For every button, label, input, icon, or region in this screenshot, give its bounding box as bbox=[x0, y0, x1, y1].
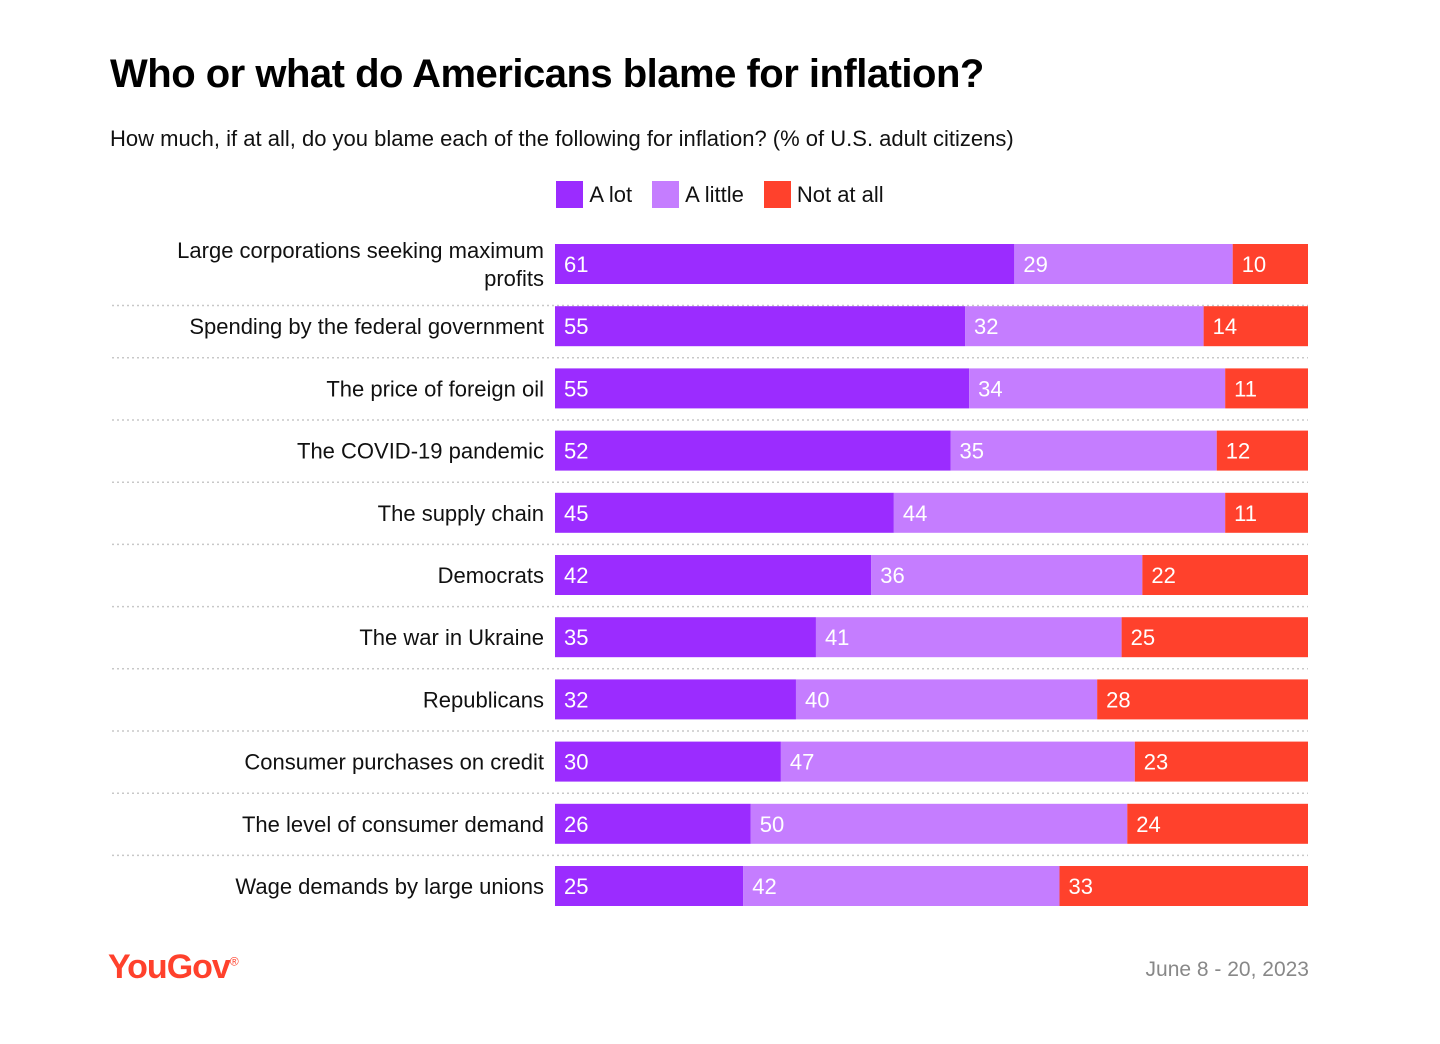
value-label-a-lot-6: 42 bbox=[564, 563, 588, 588]
bar-not-at-all-4 bbox=[1216, 430, 1308, 471]
value-label-not-at-all-2: 14 bbox=[1213, 314, 1237, 339]
value-label-a-little-5: 44 bbox=[903, 501, 927, 526]
legend: A lot A little Not at all bbox=[0, 181, 1440, 208]
bar-not-at-all-11 bbox=[1059, 866, 1308, 906]
value-label-a-lot-2: 55 bbox=[564, 314, 588, 339]
legend-item-a-little: A little bbox=[652, 181, 744, 208]
value-label-not-at-all-9: 23 bbox=[1144, 750, 1168, 775]
value-label-not-at-all-5: 11 bbox=[1234, 501, 1257, 526]
value-label-a-little-4: 35 bbox=[960, 439, 984, 464]
value-label-a-little-8: 40 bbox=[805, 687, 829, 712]
bar-a-lot-11 bbox=[555, 866, 744, 906]
stacked-bar-chart: 61 29 10 Large corporations seeking maximum… bbox=[112, 238, 1308, 906]
bar-a-little-3 bbox=[969, 368, 1226, 409]
legend-label-not-at-all: Not at all bbox=[796, 181, 884, 207]
legend-label-a-lot: A lot bbox=[589, 181, 633, 207]
value-label-a-lot-7: 35 bbox=[564, 625, 588, 650]
value-label-a-little-3: 34 bbox=[978, 376, 1002, 401]
bar-a-lot-5 bbox=[555, 492, 894, 533]
bar-a-lot-9 bbox=[555, 741, 781, 782]
value-label-a-lot-5: 45 bbox=[564, 501, 588, 526]
value-label-a-little-6: 36 bbox=[880, 563, 904, 588]
value-label-a-lot-4: 52 bbox=[564, 439, 588, 464]
bar-not-at-all-9 bbox=[1134, 741, 1308, 782]
legend-swatch-a-little bbox=[652, 181, 680, 208]
bar-a-little-8 bbox=[795, 679, 1098, 720]
bar-a-little-7 bbox=[815, 617, 1122, 658]
value-label-a-lot-9: 30 bbox=[564, 750, 588, 775]
category-label-9: Consumer purchases on credit bbox=[244, 750, 544, 775]
category-label-8: Republicans bbox=[423, 687, 544, 712]
value-label-not-at-all-8: 28 bbox=[1106, 687, 1130, 712]
bar-a-little-4 bbox=[950, 430, 1217, 471]
bar-not-at-all-1 bbox=[1232, 244, 1308, 284]
bar-a-little-5 bbox=[893, 492, 1226, 533]
legend-item-not-at-all: Not at all bbox=[763, 181, 884, 208]
bar-a-little-1 bbox=[1014, 244, 1233, 284]
legend-swatch-not-at-all bbox=[763, 181, 791, 208]
value-label-not-at-all-10: 24 bbox=[1136, 812, 1160, 837]
bar-a-lot-7 bbox=[555, 617, 816, 658]
category-label-5: The supply chain bbox=[378, 501, 544, 526]
survey-date: June 8 - 20, 2023 bbox=[1145, 958, 1309, 981]
value-label-not-at-all-3: 11 bbox=[1234, 376, 1257, 401]
value-label-a-lot-10: 26 bbox=[564, 812, 588, 837]
bar-a-lot-4 bbox=[555, 430, 951, 471]
value-label-a-little-1: 29 bbox=[1023, 252, 1047, 277]
value-label-a-little-7: 41 bbox=[825, 625, 849, 650]
bar-not-at-all-10 bbox=[1127, 803, 1308, 844]
category-label-7: The war in Ukraine bbox=[359, 625, 544, 650]
bar-a-lot-1 bbox=[555, 244, 1015, 284]
bar-not-at-all-8 bbox=[1097, 679, 1308, 720]
chart-subtitle: How much, if at all, do you blame each o… bbox=[110, 126, 1014, 151]
category-label-2: Spending by the federal government bbox=[189, 314, 544, 339]
bar-a-little-10 bbox=[750, 803, 1128, 844]
legend-label-a-little: A little bbox=[685, 181, 744, 207]
legend-item-a-lot: A lot bbox=[556, 181, 632, 208]
category-label-11: Wage demands by large unions bbox=[235, 874, 544, 899]
value-label-a-lot-3: 55 bbox=[564, 376, 588, 401]
category-label-6: Democrats bbox=[438, 563, 544, 588]
bar-not-at-all-2 bbox=[1203, 306, 1308, 347]
value-label-a-little-11: 42 bbox=[752, 874, 776, 899]
bar-not-at-all-3 bbox=[1225, 368, 1308, 409]
category-label-3: The price of foreign oil bbox=[326, 376, 544, 401]
value-label-not-at-all-6: 22 bbox=[1151, 563, 1175, 588]
bar-a-lot-2 bbox=[555, 306, 966, 347]
value-label-a-little-2: 32 bbox=[974, 314, 998, 339]
bar-a-lot-6 bbox=[555, 555, 872, 595]
category-label-4: The COVID-19 pandemic bbox=[297, 439, 544, 464]
chart-title: Who or what do Americans blame for infla… bbox=[110, 52, 984, 96]
bar-not-at-all-5 bbox=[1225, 492, 1308, 533]
bar-a-little-9 bbox=[780, 741, 1135, 782]
value-label-a-little-10: 50 bbox=[760, 812, 784, 837]
bar-a-lot-8 bbox=[555, 679, 796, 720]
value-label-a-lot-1: 61 bbox=[564, 252, 588, 277]
bar-a-little-6 bbox=[871, 555, 1143, 595]
legend-swatch-a-lot bbox=[556, 181, 584, 208]
bar-a-little-2 bbox=[965, 306, 1204, 347]
value-label-a-little-9: 47 bbox=[790, 750, 814, 775]
value-label-a-lot-8: 32 bbox=[564, 687, 588, 712]
logo-text: YouGov bbox=[108, 948, 231, 986]
value-label-not-at-all-7: 25 bbox=[1131, 625, 1155, 650]
bar-not-at-all-7 bbox=[1121, 617, 1308, 658]
value-label-not-at-all-1: 10 bbox=[1242, 252, 1266, 277]
bar-a-little-11 bbox=[743, 866, 1060, 906]
yougov-logo: YouGov® bbox=[108, 948, 239, 987]
value-label-not-at-all-4: 12 bbox=[1226, 439, 1250, 464]
bar-a-lot-3 bbox=[555, 368, 970, 409]
bar-a-lot-10 bbox=[555, 803, 751, 844]
category-label-10: The level of consumer demand bbox=[242, 812, 544, 837]
category-label-1: Large corporations seeking maximum profit… bbox=[177, 238, 544, 291]
logo-registered-mark: ® bbox=[229, 954, 239, 969]
bar-not-at-all-6 bbox=[1142, 555, 1308, 595]
value-label-not-at-all-11: 33 bbox=[1069, 874, 1093, 899]
chart-plot: 61 29 10 Large corporations seeking maximum… bbox=[112, 238, 1308, 906]
value-label-a-lot-11: 25 bbox=[564, 874, 588, 899]
